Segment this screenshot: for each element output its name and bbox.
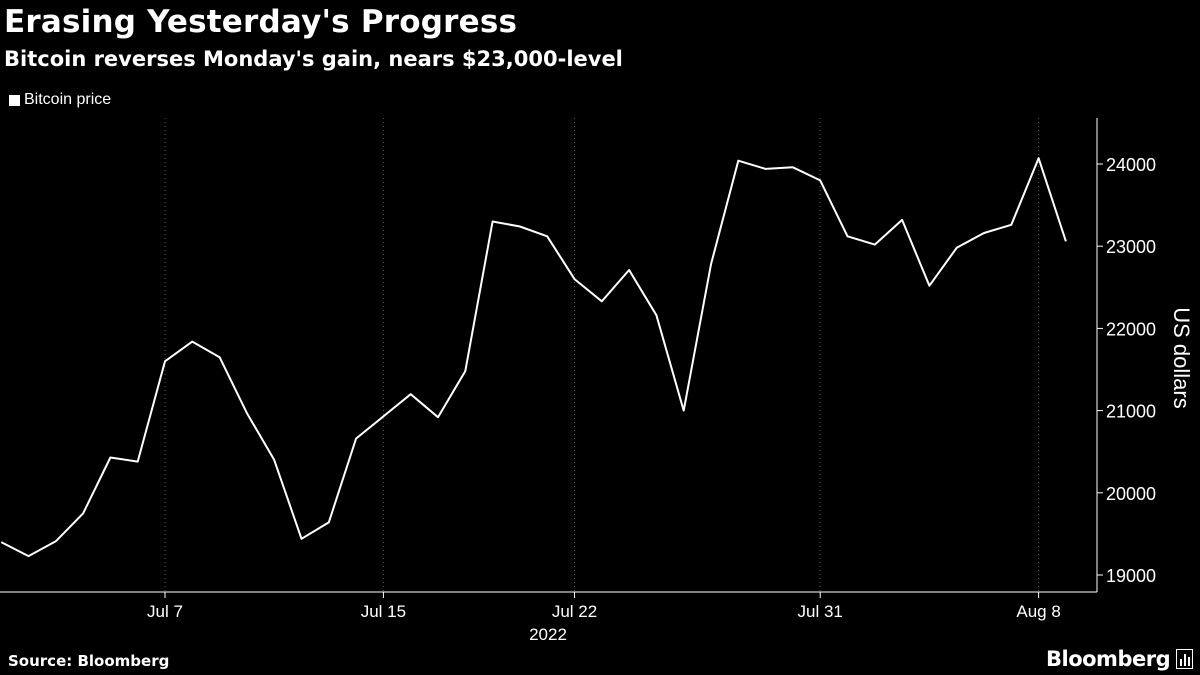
brand-name: Bloomberg (1046, 647, 1171, 671)
legend: Bitcoin price (9, 91, 111, 109)
y-tick-label: 23000 (1106, 237, 1156, 257)
x-tick-label: Jul 15 (361, 602, 406, 621)
x-tick-label: Jul 31 (798, 602, 843, 621)
chart-subtitle: Bitcoin reverses Monday's gain, nears $2… (4, 47, 623, 71)
chart-bars-icon (1176, 649, 1194, 669)
y-tick-label: 21000 (1106, 402, 1156, 422)
series-line-bitcoin-price (0, 157, 1067, 558)
chart-title: Erasing Yesterday's Progress (4, 4, 518, 40)
legend-label: Bitcoin price (24, 91, 112, 108)
y-axis-title: US dollars (1169, 307, 1194, 408)
brand-logo: Bloomberg (1046, 647, 1194, 671)
source-note: Source: Bloomberg (8, 652, 170, 670)
y-tick-label: 19000 (1106, 566, 1156, 586)
legend-swatch (9, 94, 20, 106)
x-tick-label: Aug 8 (1016, 602, 1060, 621)
y-tick-label: 22000 (1106, 319, 1156, 339)
y-tick-label: 24000 (1106, 155, 1156, 175)
x-year-label: 2022 (529, 625, 567, 644)
y-tick-label: 20000 (1106, 484, 1156, 504)
x-tick-label: Jul 22 (552, 602, 597, 621)
x-tick-label: Jul 7 (147, 602, 183, 621)
